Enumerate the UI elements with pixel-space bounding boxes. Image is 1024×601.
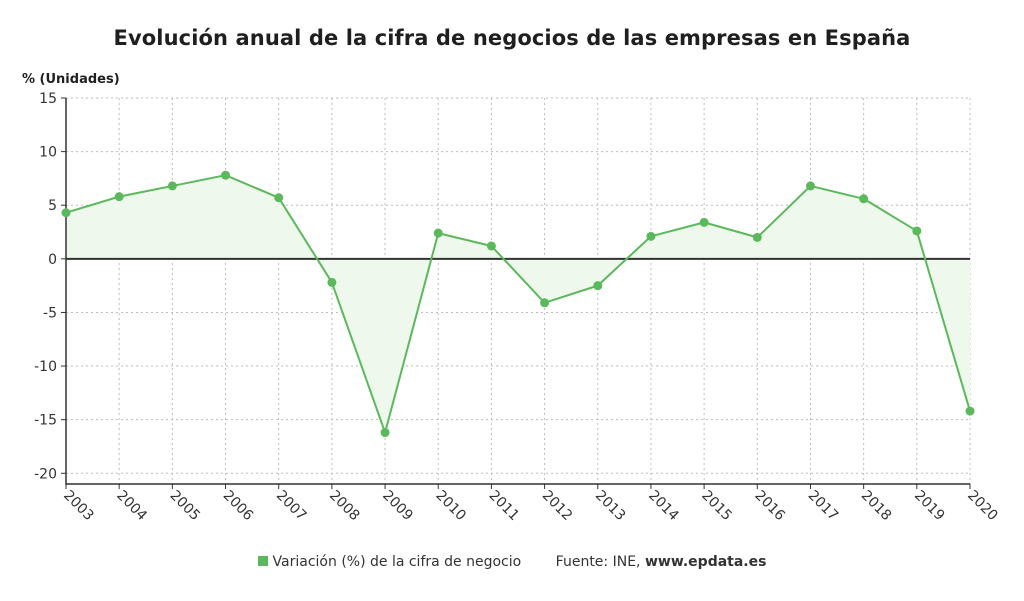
source-domain: www.epdata.es [644, 554, 767, 570]
x-tick-label: 2011 [486, 488, 523, 525]
y-axis-label: % (Unidades) [22, 72, 120, 87]
data-point [327, 277, 337, 287]
x-tick-label: 2010 [432, 488, 469, 525]
y-tick-label: 15 [39, 91, 57, 107]
x-tick-label: 2014 [645, 488, 682, 525]
data-point [859, 194, 869, 204]
data-point [221, 170, 231, 180]
x-tick-label: 2013 [592, 488, 629, 525]
series-line [65, 174, 971, 434]
data-point [752, 232, 762, 242]
legend-series-label: Variación (%) de la cifra de negocio [272, 554, 522, 570]
x-tick-label: 2009 [379, 488, 416, 525]
data-point [965, 406, 975, 416]
data-point [805, 181, 815, 191]
data-point [912, 226, 922, 236]
y-tick-label: -10 [34, 359, 57, 375]
data-point [114, 192, 124, 202]
area-fill [66, 175, 970, 433]
data-point [380, 428, 390, 438]
y-tick-label: 0 [48, 252, 57, 268]
data-point [433, 228, 443, 238]
source-label: Fuente: INE, [555, 554, 641, 570]
data-point [61, 208, 71, 218]
data-point [486, 241, 496, 251]
data-point [593, 281, 603, 291]
data-point [540, 298, 550, 308]
data-point [167, 181, 177, 191]
y-tick-label: 10 [39, 145, 57, 161]
x-tick-label: 2005 [167, 488, 204, 525]
x-tick-label: 2012 [539, 488, 576, 525]
y-tick-label: -20 [34, 466, 57, 482]
x-tick-label: 2019 [911, 488, 948, 525]
legend-swatch [257, 556, 268, 566]
x-tick-label: 2016 [751, 488, 788, 525]
y-tick-label: 5 [48, 198, 57, 214]
x-tick-label: 2017 [805, 488, 842, 525]
x-tick-label: 2008 [326, 488, 363, 525]
x-tick-label: 2007 [273, 488, 310, 525]
data-point [274, 193, 284, 203]
x-tick-label: 2006 [220, 488, 257, 525]
data-point [699, 217, 709, 227]
x-tick-label: 2004 [113, 488, 150, 525]
legend: Variación (%) de la cifra de negocio Fue… [0, 554, 1024, 570]
x-tick-label: 2018 [858, 488, 895, 525]
y-tick-label: -5 [43, 305, 57, 321]
x-tick-label: 2015 [698, 488, 735, 525]
y-tick-label: -15 [34, 413, 57, 429]
chart-title: Evolución anual de la cifra de negocios … [113, 26, 911, 50]
x-tick-label: 2003 [60, 488, 97, 525]
data-point [646, 231, 656, 241]
x-tick-label: 2020 [964, 488, 1001, 525]
